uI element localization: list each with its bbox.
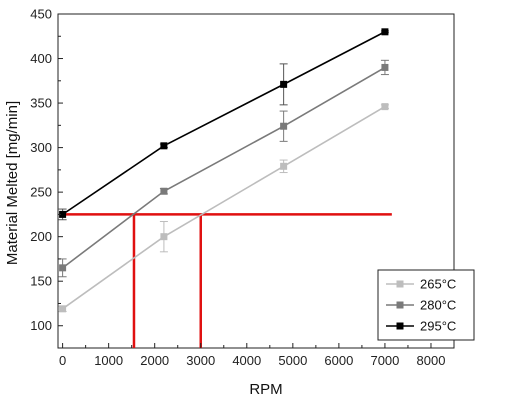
data-point <box>280 122 288 130</box>
y-tick-label: 200 <box>30 229 52 244</box>
x-tick-label: 1000 <box>94 353 123 368</box>
legend-label: 295°C <box>420 319 456 334</box>
series-line <box>62 105 386 310</box>
x-axis-ticks: 0 1000 2000 3000 4000 5000 6000 7000 8000 <box>59 343 445 368</box>
series-1 <box>58 103 389 313</box>
data-point <box>381 28 389 36</box>
series-line <box>62 31 386 216</box>
series-group <box>58 28 389 313</box>
x-tick-label: 4000 <box>232 353 261 368</box>
data-point <box>59 305 67 313</box>
y-tick-label: 250 <box>30 185 52 200</box>
y-tick-label: 400 <box>30 51 52 66</box>
data-point <box>59 210 67 218</box>
y-tick-label: 450 <box>30 7 52 22</box>
x-tick-label: 8000 <box>417 353 446 368</box>
data-point <box>381 63 389 71</box>
legend-marker <box>396 301 404 309</box>
x-tick-label: 7000 <box>370 353 399 368</box>
x-axis-label: RPM <box>249 381 282 398</box>
reference-lines <box>62 213 392 348</box>
legend-label: 265°C <box>420 277 456 292</box>
data-point <box>280 162 288 170</box>
y-tick-label: 300 <box>30 140 52 155</box>
data-point <box>160 142 168 150</box>
data-point <box>160 187 168 195</box>
x-tick-label: 2000 <box>140 353 169 368</box>
x-tick-label: 0 <box>59 353 66 368</box>
legend-label: 280°C <box>420 298 456 313</box>
x-tick-label: 6000 <box>324 353 353 368</box>
y-tick-label: 100 <box>30 318 52 333</box>
series-line <box>62 66 386 269</box>
x-tick-label: 5000 <box>278 353 307 368</box>
data-point <box>59 264 67 272</box>
data-point <box>280 80 288 88</box>
data-point <box>381 103 389 111</box>
legend-marker <box>396 280 404 288</box>
y-axis-ticks: 100 150 200 250 300 350 400 450 <box>30 7 63 333</box>
legend-marker <box>396 322 404 330</box>
y-tick-label: 350 <box>30 96 52 111</box>
plot-frame <box>57 13 455 349</box>
x-tick-label: 3000 <box>186 353 215 368</box>
data-point <box>160 233 168 241</box>
y-axis-label: Material Melted [mg/min] <box>4 101 21 265</box>
legend: 265°C 280°C 295°C <box>377 269 475 341</box>
series-3 <box>58 28 389 221</box>
y-tick-label: 150 <box>30 274 52 289</box>
series-2 <box>58 59 389 278</box>
